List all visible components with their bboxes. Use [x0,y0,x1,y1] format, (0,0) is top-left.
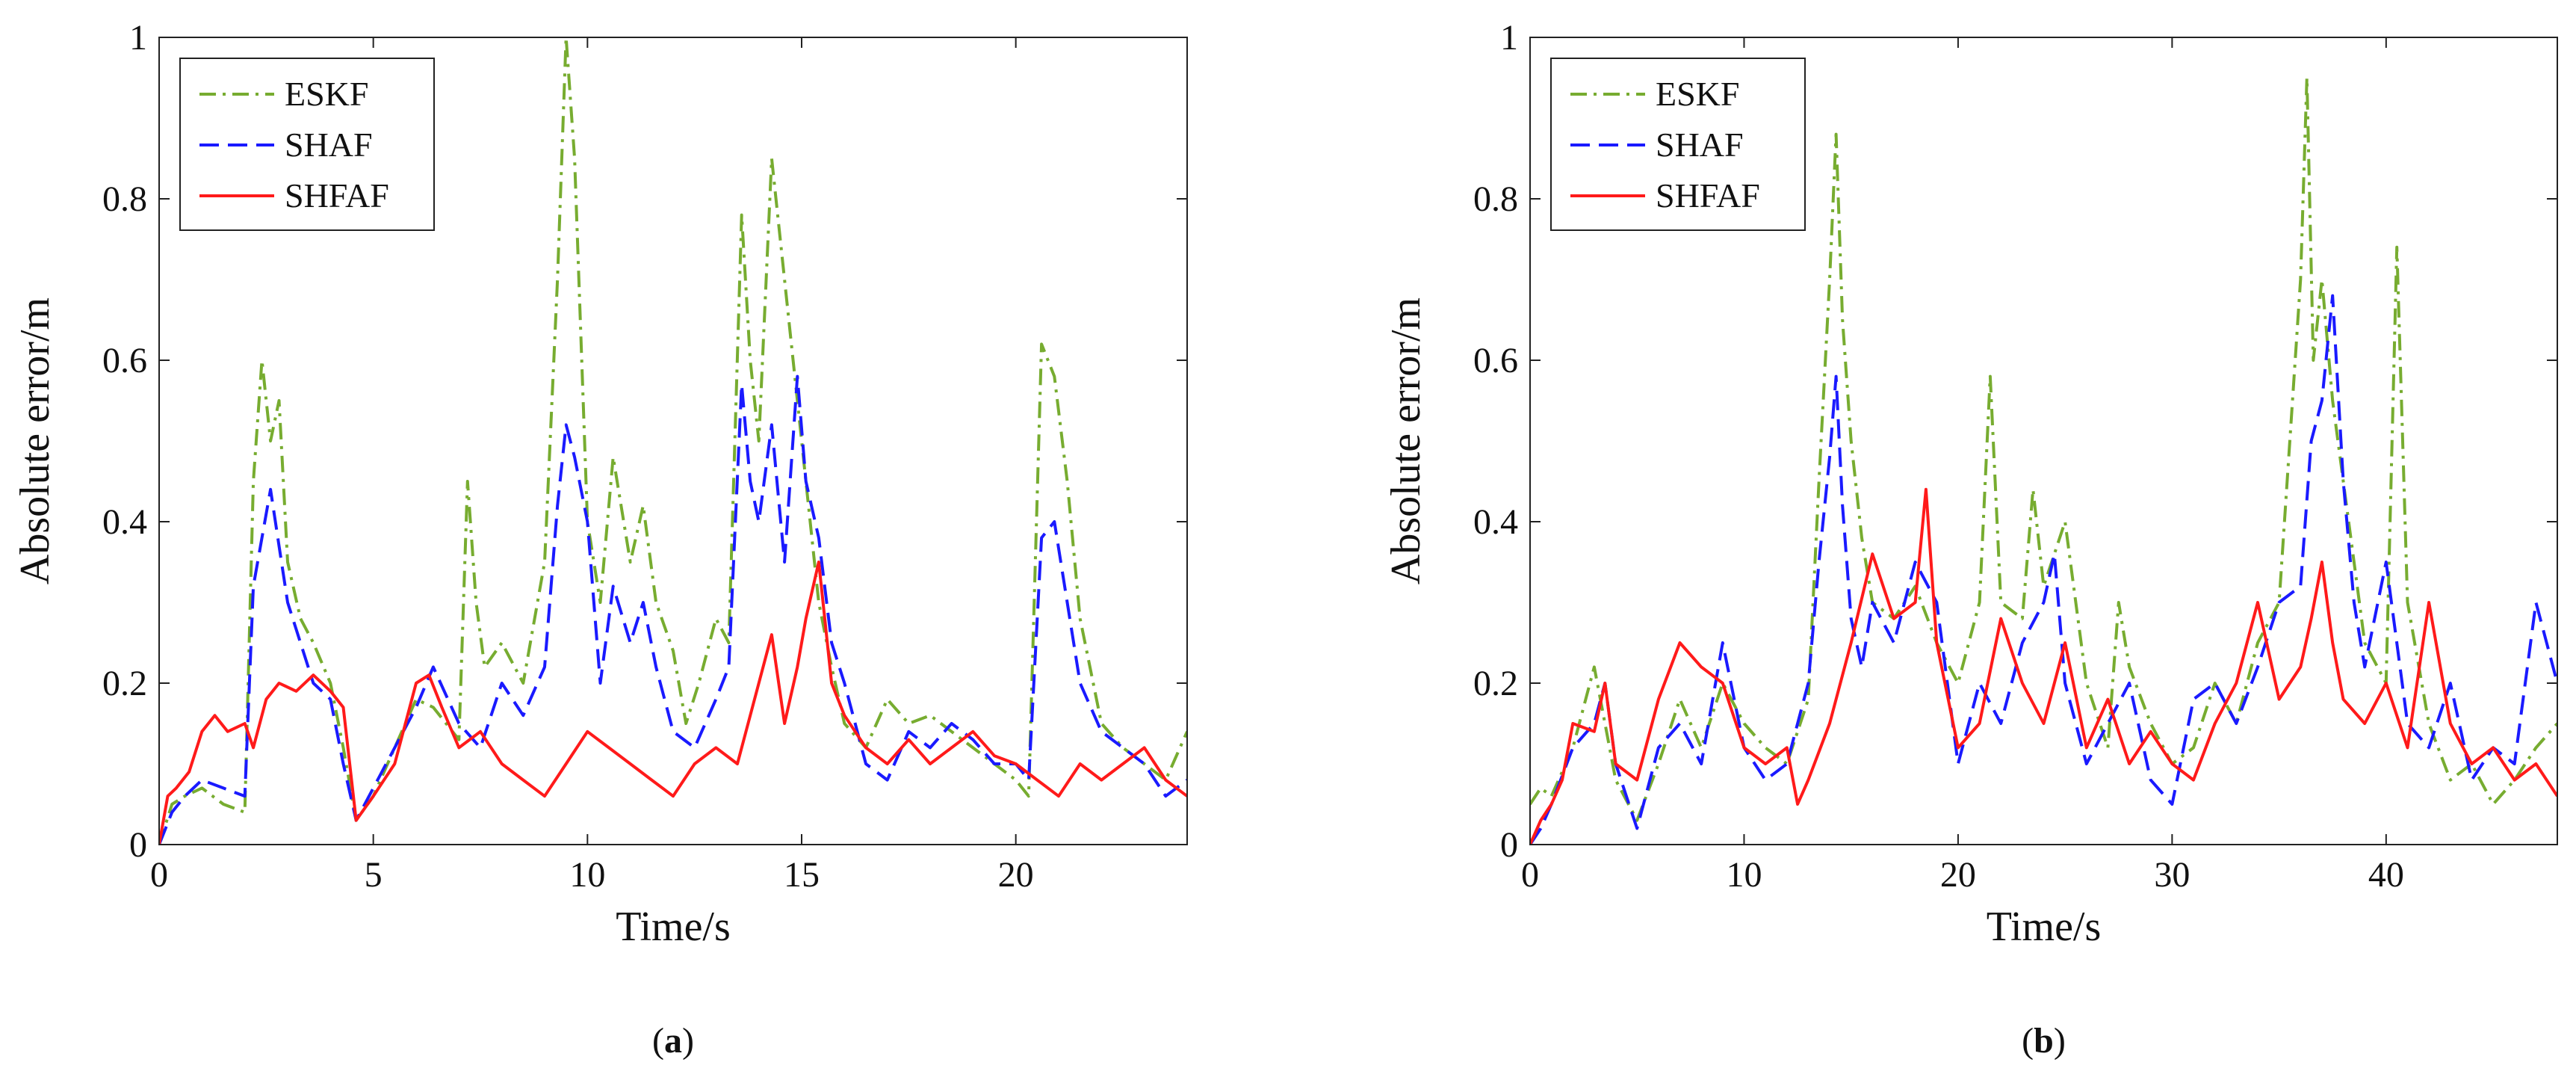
y-axis-label-b: Absolute error/m [1383,297,1429,584]
x-ticks-a: 0 5 10 15 20 [150,37,1034,895]
y-ticks-b: 0 0.2 0.4 0.6 0.8 1 [1473,18,2557,865]
legend-item-shfaf: SHFAF [1570,176,1760,215]
legend-a: ESKF SHAF SHFAF [179,58,435,231]
y-tick-label: 0.6 [102,341,147,380]
panel-b: 0 10 20 30 40 0 0.2 0.4 0.6 0.8 1 Time/s Absolute… [1383,18,2558,1061]
legend-label-eskf: ESKF [1656,75,1739,113]
y-tick-label: 0 [1500,825,1518,865]
legend-item-eskf: ESKF [199,75,368,113]
series-line-shaf-b [1530,294,2557,845]
legend-label-shfaf: SHFAF [285,176,389,215]
y-ticks-a: 0 0.2 0.4 0.6 0.8 1 [102,18,1187,865]
y-tick-label: 0.6 [1473,341,1518,380]
series-line-eskf-a [159,37,1187,845]
y-tick-label: 0.2 [1473,664,1518,703]
series-line-shfaf-b [1530,487,2557,845]
y-tick-label: 0.4 [1473,502,1518,542]
x-tick-label: 40 [2368,855,2404,895]
y-tick-label: 1 [129,18,147,58]
y-tick-label: 0 [129,825,147,865]
series-line-shfaf-a [159,561,1187,845]
legend-label-shaf: SHAF [1656,126,1744,164]
plot-frame-b [1529,37,2558,845]
x-axis-label-b: Time/s [1987,904,2102,950]
caption-close-a: ) [682,1021,694,1061]
caption-letter-a: a [664,1021,682,1061]
x-tick-label: 20 [1940,855,1976,895]
x-tick-label: 10 [1726,855,1762,895]
legend-label-shaf: SHAF [285,126,373,164]
caption-a: (a) [652,1021,694,1061]
caption-open-b: ( [2022,1021,2034,1061]
x-tick-label: 10 [569,855,605,895]
legend-label-shfaf: SHFAF [1656,176,1760,215]
plot-frame-a [158,37,1188,845]
y-tick-label: 1 [1500,18,1518,58]
panel-a: 0 5 10 15 20 0 0.2 0.4 0.6 0.8 1 Time/s Absolute … [12,18,1188,1061]
y-tick-label: 0.8 [102,179,147,219]
legend-label-eskf: ESKF [285,75,368,113]
x-tick-label: 0 [150,855,168,895]
caption-open-a: ( [652,1021,664,1061]
legend-item-shaf: SHAF [199,126,373,164]
x-ticks-b: 0 10 20 30 40 [1521,37,2404,895]
y-tick-label: 0.4 [102,502,147,542]
caption-close-b: ) [2054,1021,2066,1061]
legend-box-a [179,58,435,231]
y-tick-label: 0.8 [1473,179,1518,219]
legend-b: ESKF SHAF SHFAF [1550,58,1806,231]
y-tick-label: 0.2 [102,664,147,703]
x-tick-label: 20 [998,855,1034,895]
series-layer-a [159,37,1187,845]
x-tick-label: 30 [2154,855,2190,895]
legend-box-b [1550,58,1806,231]
series-line-shaf-a [159,374,1187,845]
legend-item-shaf: SHAF [1570,126,1744,164]
x-tick-label: 0 [1521,855,1539,895]
x-axis-label-a: Time/s [616,904,731,950]
y-axis-label-a: Absolute error/m [12,297,58,584]
caption-b: (b) [2022,1021,2066,1061]
legend-item-shfaf: SHFAF [199,176,389,215]
x-tick-label: 5 [365,855,383,895]
series-layer-b [1530,76,2557,845]
caption-letter-b: b [2034,1021,2054,1061]
legend-item-eskf: ESKF [1570,75,1739,113]
x-tick-label: 15 [784,855,820,895]
